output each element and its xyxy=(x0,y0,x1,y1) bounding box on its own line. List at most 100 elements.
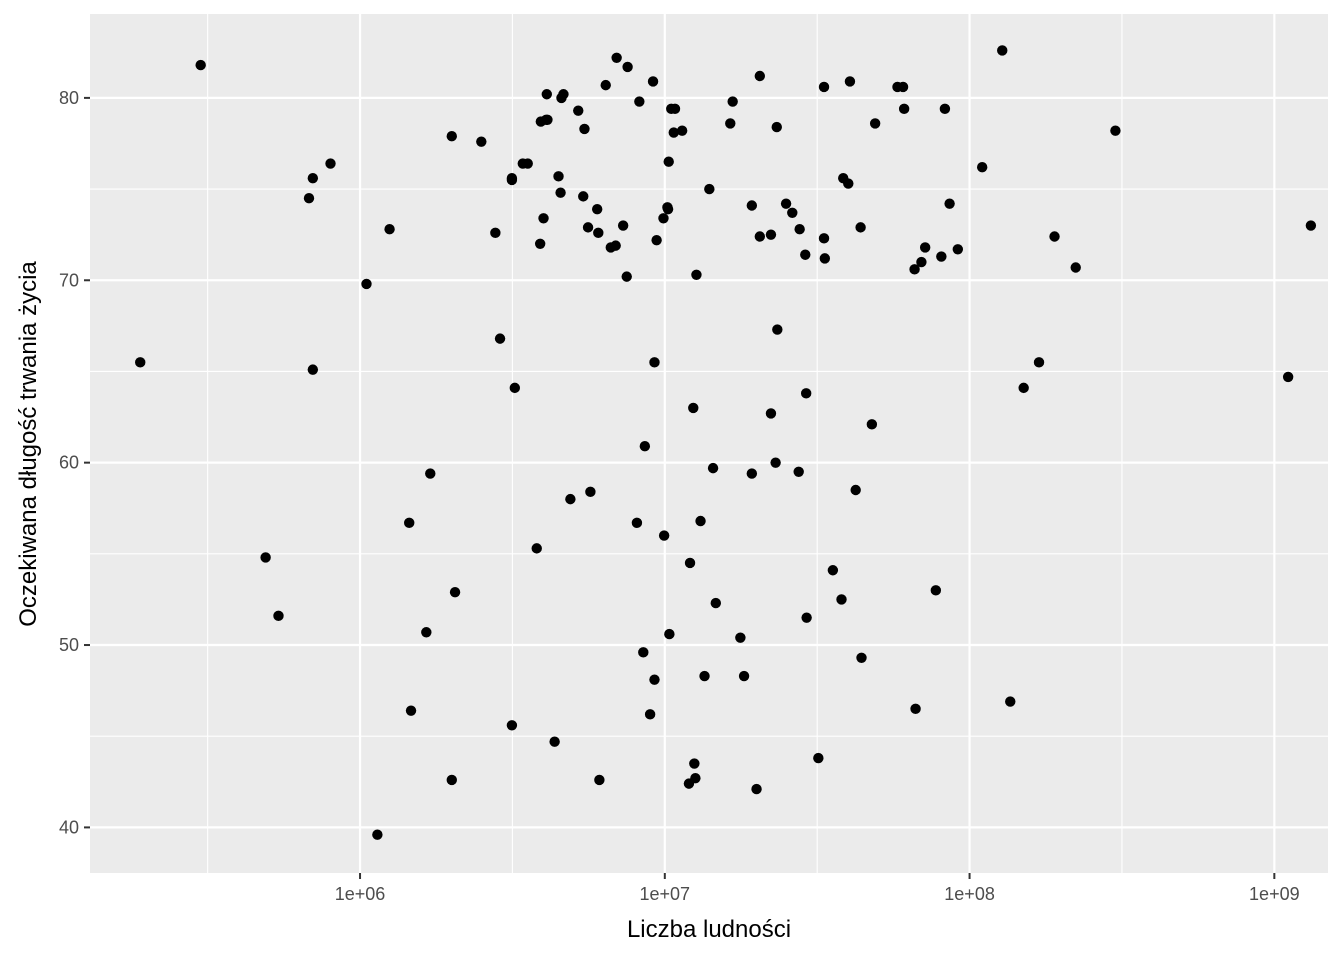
data-point xyxy=(565,493,576,505)
data-point xyxy=(787,207,798,218)
data-point xyxy=(707,462,719,474)
x-tick-label: 1e+06 xyxy=(335,884,386,904)
data-point xyxy=(689,758,700,769)
data-point xyxy=(600,79,611,91)
y-tick-label: 50 xyxy=(59,635,79,655)
data-point xyxy=(738,670,750,682)
y-axis: 40 50 60 70 80 xyxy=(59,88,90,837)
data-point xyxy=(522,158,533,169)
data-point xyxy=(827,565,839,576)
data-point xyxy=(260,552,271,563)
data-point xyxy=(691,269,702,281)
data-point xyxy=(573,105,584,116)
data-point xyxy=(610,240,621,251)
data-point xyxy=(754,70,766,82)
data-point xyxy=(647,76,659,87)
data-point xyxy=(771,121,782,133)
data-point xyxy=(664,628,675,640)
data-point xyxy=(446,774,457,786)
data-point xyxy=(404,517,415,529)
data-point xyxy=(1110,125,1121,136)
data-point xyxy=(644,709,656,720)
data-point xyxy=(591,203,603,215)
plot-panel xyxy=(90,14,1328,873)
data-point xyxy=(555,187,566,198)
data-point xyxy=(869,118,881,129)
data-point xyxy=(372,829,383,840)
data-point xyxy=(611,52,622,63)
data-point xyxy=(325,158,336,169)
data-point xyxy=(1005,696,1016,707)
data-point xyxy=(668,127,679,138)
major-gridlines xyxy=(90,14,1328,873)
data-point xyxy=(735,632,746,643)
data-point xyxy=(770,457,781,468)
data-point xyxy=(490,227,501,239)
data-point xyxy=(509,382,521,394)
data-point xyxy=(850,484,861,496)
data-point xyxy=(307,172,319,184)
data-point xyxy=(361,278,372,290)
data-point xyxy=(916,256,927,268)
data-point xyxy=(688,402,699,414)
data-point xyxy=(765,229,777,240)
data-point xyxy=(676,125,688,136)
data-point xyxy=(663,156,674,167)
data-point xyxy=(690,772,701,784)
data-point xyxy=(801,612,812,623)
data-point xyxy=(897,81,909,93)
data-point xyxy=(794,224,805,235)
y-tick-label: 40 xyxy=(59,817,79,837)
data-point xyxy=(843,178,854,189)
data-point xyxy=(585,486,596,498)
data-point xyxy=(754,231,766,242)
data-point xyxy=(819,253,831,264)
y-tick-label: 60 xyxy=(59,453,79,473)
data-point xyxy=(638,647,649,658)
data-point xyxy=(494,333,506,344)
data-point xyxy=(558,89,569,100)
data-point xyxy=(746,200,758,211)
data-point xyxy=(976,161,988,173)
data-point xyxy=(582,222,594,233)
y-axis-title: Oczekiwana długość trwania życia xyxy=(15,261,42,627)
data-point xyxy=(649,674,660,685)
data-point xyxy=(1018,382,1029,394)
data-point xyxy=(538,213,549,224)
data-point xyxy=(662,203,674,215)
data-point xyxy=(449,586,461,598)
data-point xyxy=(856,652,867,663)
data-point xyxy=(855,222,866,233)
data-point xyxy=(710,597,721,609)
data-point xyxy=(534,238,546,249)
data-point xyxy=(898,103,910,115)
data-point xyxy=(793,466,804,477)
data-point xyxy=(621,271,632,282)
data-point xyxy=(1070,262,1081,273)
data-point xyxy=(800,249,811,260)
data-point xyxy=(405,705,417,716)
data-point xyxy=(658,530,670,541)
data-point xyxy=(818,81,830,93)
data-point xyxy=(1305,220,1317,231)
data-point xyxy=(425,468,436,479)
y-tick-label: 70 xyxy=(59,270,79,290)
data-point xyxy=(952,244,964,255)
data-point xyxy=(936,251,947,262)
data-point xyxy=(866,419,878,430)
x-tick-label: 1e+07 xyxy=(640,884,691,904)
data-point xyxy=(910,703,921,715)
data-point xyxy=(639,441,651,452)
data-point xyxy=(476,136,487,147)
data-point xyxy=(725,118,736,129)
data-point xyxy=(384,224,395,235)
data-point xyxy=(751,783,762,795)
data-point xyxy=(997,45,1008,56)
data-point xyxy=(273,610,284,622)
data-point xyxy=(446,130,457,142)
data-point xyxy=(669,103,681,115)
data-point xyxy=(634,96,645,107)
data-point xyxy=(836,594,847,605)
data-point xyxy=(765,408,777,419)
